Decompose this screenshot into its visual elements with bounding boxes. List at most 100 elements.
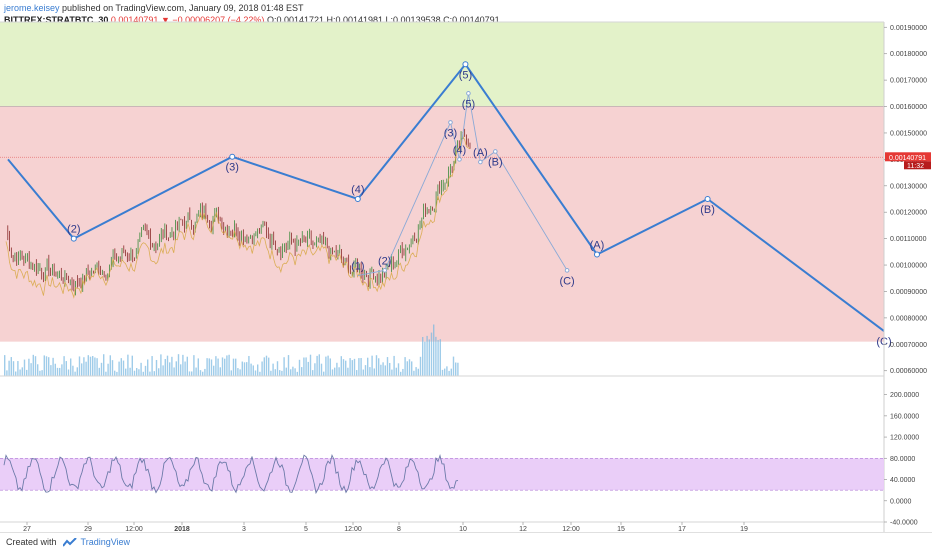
volume-bar	[411, 361, 413, 376]
volume-bar	[208, 358, 210, 376]
wave-point	[462, 61, 469, 68]
time-tick-label: 19	[740, 526, 748, 532]
wave-label: (4)	[453, 144, 466, 156]
volume-bar	[428, 339, 430, 376]
volume-bar	[395, 367, 397, 376]
volume-bar	[406, 361, 408, 376]
volume-bar	[136, 368, 138, 376]
price-tick-label: 0.00110000	[890, 236, 927, 243]
price-badge-value: 0.00140791	[889, 155, 926, 162]
time-tick-label: 27	[23, 526, 31, 532]
volume-bar	[41, 370, 43, 376]
wave-point	[478, 159, 483, 165]
time-tick-label: 8	[397, 526, 401, 532]
volume-bar	[52, 357, 54, 376]
volume-bar	[78, 356, 81, 376]
volume-bar	[435, 336, 437, 376]
volume-bar	[59, 367, 61, 376]
volume-bar	[87, 355, 89, 376]
volume-bar	[270, 370, 272, 376]
time-tick-label: 3	[242, 526, 246, 532]
volume-bar	[298, 359, 301, 376]
volume-bar	[103, 354, 105, 376]
volume-bar	[138, 369, 140, 376]
volume-bar	[342, 359, 345, 376]
price-axis: 0.00190000 0.00180000 0.00170000 0.00160000…	[883, 22, 931, 532]
volume-bar	[76, 367, 78, 376]
volume-bar	[202, 371, 204, 376]
tradingview-brand: TradingView	[80, 537, 131, 547]
price-tick-label: 0.00120000	[890, 210, 927, 217]
volume-bar	[6, 370, 8, 376]
volume-bar	[171, 356, 173, 376]
volume-bar	[307, 361, 309, 376]
price-tick-label: 0.00130000	[890, 183, 927, 190]
volume-bar	[186, 356, 188, 376]
volume-bar	[441, 369, 444, 376]
volume-bar	[276, 361, 279, 376]
volume-bar	[367, 357, 369, 376]
volume-bar	[265, 355, 268, 376]
wave-label: (A)	[473, 147, 488, 159]
volume-bar	[67, 369, 70, 376]
volume-bar	[237, 368, 239, 376]
wave-label: (4)	[351, 184, 364, 196]
volume-bar	[195, 367, 197, 376]
wave-label: (1)	[351, 261, 364, 273]
volume-bar	[360, 358, 362, 376]
volume-bar	[364, 365, 367, 376]
tradingview-logo[interactable]: TradingView	[62, 537, 131, 547]
volume-bar	[338, 367, 340, 376]
time-tick-label: 12:00	[125, 526, 143, 532]
volume-bar	[283, 357, 285, 376]
volume-bar	[303, 357, 305, 376]
volume-bar	[371, 355, 373, 376]
volume-bar	[180, 364, 182, 376]
volume-bar	[32, 354, 34, 376]
volume-bar	[48, 357, 50, 376]
wave-label: (2)	[378, 255, 391, 267]
volume-bar	[263, 357, 265, 376]
volume-bar	[323, 371, 325, 376]
wave-point	[564, 268, 570, 273]
wave-point	[457, 157, 462, 162]
wave-point	[466, 91, 471, 96]
volume-bar	[404, 357, 406, 376]
volume-bar	[83, 357, 85, 376]
volume-bar	[351, 360, 353, 376]
volume-bar	[380, 364, 382, 376]
volume-bar	[248, 355, 250, 376]
volume-bar	[92, 355, 94, 376]
volume-bar	[439, 339, 441, 376]
volume-bar	[424, 341, 426, 376]
volume-bar	[28, 358, 30, 376]
volume-bar	[188, 371, 191, 376]
chart-canvas[interactable]: (2)(3)(4)(5)(A)(B)(C)(1) (2)(3)(4)(5)(A)(…	[0, 0, 932, 532]
volume-bar	[204, 368, 206, 376]
rsi-tick-label: 40.0000	[890, 477, 915, 484]
volume-bar	[133, 370, 136, 376]
volume-bar	[226, 355, 228, 376]
volume-bar	[433, 324, 435, 376]
volume-bar	[279, 370, 281, 376]
wave-label: (C)	[559, 275, 574, 287]
countdown-badge	[904, 161, 931, 170]
rsi-tick-label: 80.0000	[890, 456, 915, 463]
wave-label: (5)	[462, 98, 475, 110]
volume-bar	[213, 365, 215, 376]
volume-bar	[448, 370, 450, 376]
rsi-tick-label: 200.0000	[890, 392, 919, 399]
volume-bar	[455, 362, 457, 376]
author-name[interactable]: jerome.keisey	[4, 3, 60, 13]
volume-bar	[417, 368, 419, 376]
volume-bar	[358, 358, 360, 376]
volume-bar	[160, 354, 162, 376]
wave-point	[448, 120, 453, 125]
volume-bar	[391, 369, 393, 376]
volume-bar	[353, 358, 356, 376]
volume-bar	[369, 367, 371, 376]
volume-bar	[397, 363, 400, 376]
rsi-tick-label: 0.0000	[890, 498, 912, 505]
wave-label: (A)	[590, 239, 605, 251]
volume-bar	[173, 367, 175, 376]
